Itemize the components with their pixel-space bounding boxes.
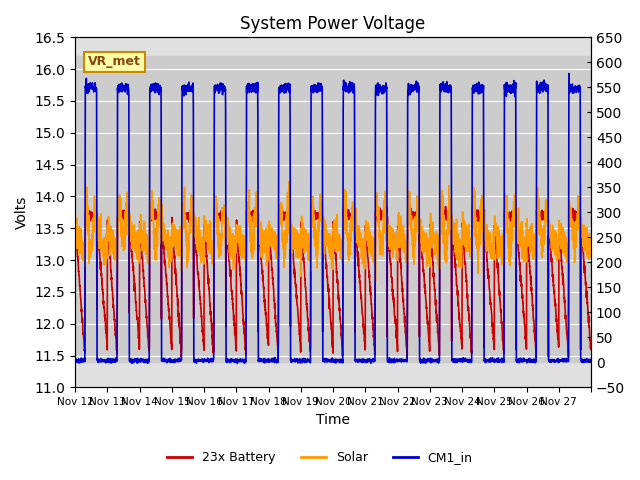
Text: VR_met: VR_met (88, 55, 141, 68)
Title: System Power Voltage: System Power Voltage (241, 15, 426, 33)
Y-axis label: Volts: Volts (15, 196, 29, 229)
X-axis label: Time: Time (316, 413, 350, 427)
Bar (75, 57, 591, 362)
Legend: 23x Battery, Solar, CM1_in: 23x Battery, Solar, CM1_in (163, 446, 477, 469)
